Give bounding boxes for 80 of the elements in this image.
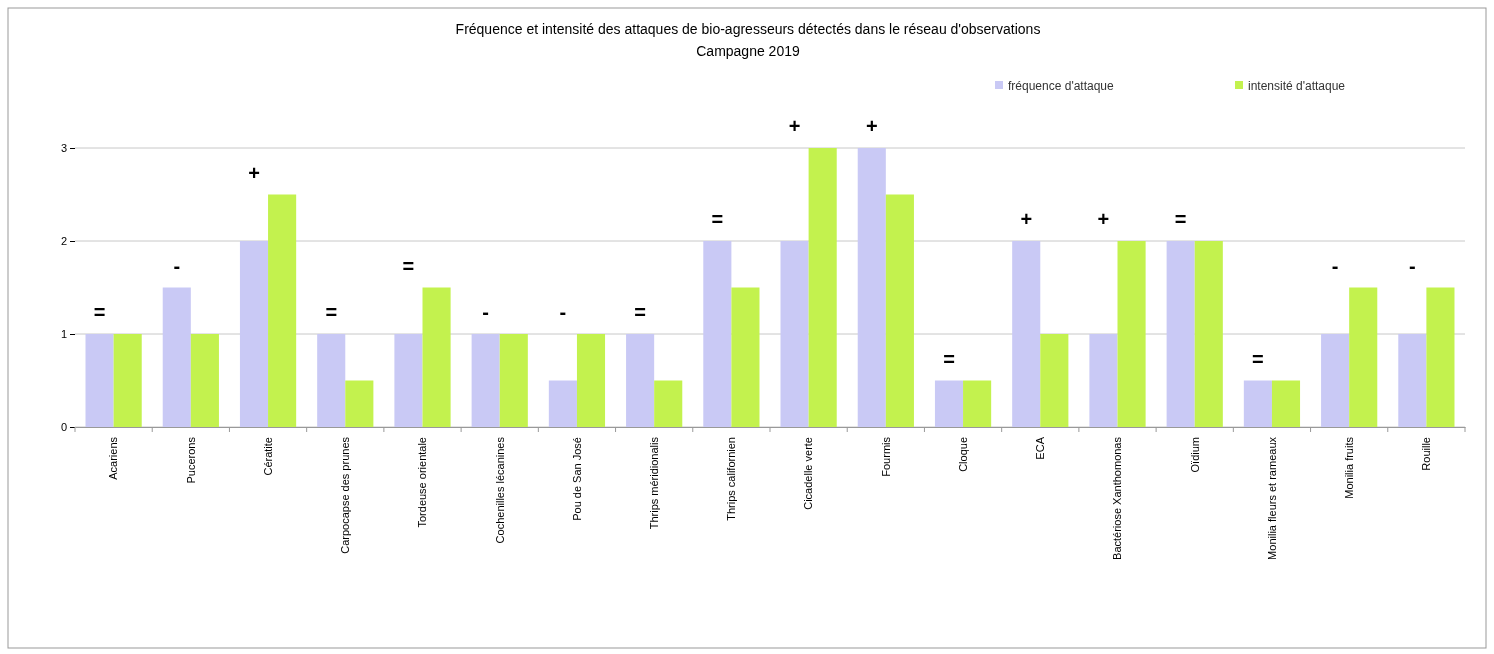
x-tick-label: Tordeuse orientale — [416, 437, 429, 528]
bar — [576, 334, 606, 427]
annotation: - — [482, 301, 489, 323]
bar — [857, 148, 886, 427]
x-tick-label: Oïdium — [1188, 437, 1201, 473]
annotation: - — [1331, 254, 1339, 277]
x-tick-label: Fourmis — [879, 436, 892, 477]
bar — [654, 380, 683, 427]
bar — [731, 287, 760, 427]
bar — [394, 334, 423, 427]
annotation: = — [711, 208, 724, 230]
bar — [1321, 334, 1350, 427]
annotation: = — [1174, 208, 1187, 230]
annotation: + — [1097, 208, 1110, 230]
annotation: = — [325, 301, 338, 323]
x-tick-label: Cératite — [261, 437, 274, 476]
x-tick-label: ECA — [1034, 436, 1047, 460]
bar — [963, 380, 992, 427]
bar — [1012, 241, 1041, 427]
y-tick-label: 1 — [60, 328, 67, 341]
bar — [934, 380, 964, 427]
y-tick-label: 0 — [60, 421, 67, 434]
bar — [1398, 334, 1427, 427]
bar — [1349, 287, 1378, 427]
bar — [422, 287, 451, 427]
annotation: = — [93, 301, 106, 323]
annotation: = — [402, 254, 415, 277]
text: + — [788, 115, 801, 137]
text: + — [865, 115, 878, 137]
legend-label: intensité d'attaque — [1248, 79, 1346, 94]
bar — [190, 334, 219, 427]
bar — [85, 334, 114, 427]
annotation: - — [559, 301, 567, 323]
bar — [1426, 287, 1455, 427]
bar — [1243, 380, 1272, 427]
bar — [1271, 380, 1301, 427]
bar — [780, 241, 809, 427]
y-tick-label: 3 — [60, 142, 67, 155]
x-tick-label: Bactériose Xanthomonas — [1111, 436, 1124, 560]
annotation: + — [1020, 208, 1033, 230]
annotation: = — [634, 301, 646, 323]
bar — [1089, 334, 1118, 427]
bar — [239, 241, 269, 427]
x-tick-label: Carpocapse des prunes — [339, 436, 352, 554]
annotation: = — [943, 347, 955, 370]
bar — [1117, 241, 1146, 427]
x-tick-label: Thrips méridionalis — [648, 436, 661, 530]
legend-label: fréquence d'attaque — [1008, 79, 1115, 94]
y-tick-label: 2 — [60, 235, 67, 248]
chart-subtitle: Campagne 2019 — [696, 43, 800, 59]
x-tick-label: Thrips californien — [725, 437, 738, 521]
bar — [317, 334, 346, 427]
x-tick-label: Rouille — [1420, 437, 1433, 471]
x-tick-label: Cochenilles lécanines — [493, 436, 506, 544]
bar — [1040, 334, 1069, 427]
x-tick-label: Monilia fleurs et rameaux — [1265, 436, 1278, 560]
bar — [499, 334, 528, 427]
x-tick-label: Pucerons — [184, 436, 197, 484]
bar — [113, 334, 142, 427]
x-tick-label: Acariens — [107, 436, 120, 480]
bar — [548, 380, 577, 427]
x-tick-label: Monilia fruits — [1343, 436, 1356, 499]
bar — [471, 334, 500, 427]
bar — [808, 148, 837, 427]
annotation: + — [248, 161, 260, 184]
x-tick-label: Cicadelle verte — [802, 437, 815, 510]
bar — [1166, 241, 1195, 427]
bar — [162, 287, 191, 427]
annotation: - — [1409, 254, 1416, 277]
chart-title: Fréquence et intensité des attaques de bio-agresseurs détectés dans le réseau d'observations — [455, 21, 1041, 37]
x-tick-label: Cloque — [956, 437, 969, 472]
bar — [268, 194, 297, 427]
bar — [626, 334, 655, 427]
bar — [345, 380, 374, 427]
bar — [703, 241, 732, 427]
annotation: - — [173, 254, 181, 277]
bar — [885, 194, 914, 427]
annotation: = — [1252, 347, 1264, 370]
bar — [1194, 241, 1223, 427]
x-tick-label: Pou de San José — [570, 437, 583, 521]
